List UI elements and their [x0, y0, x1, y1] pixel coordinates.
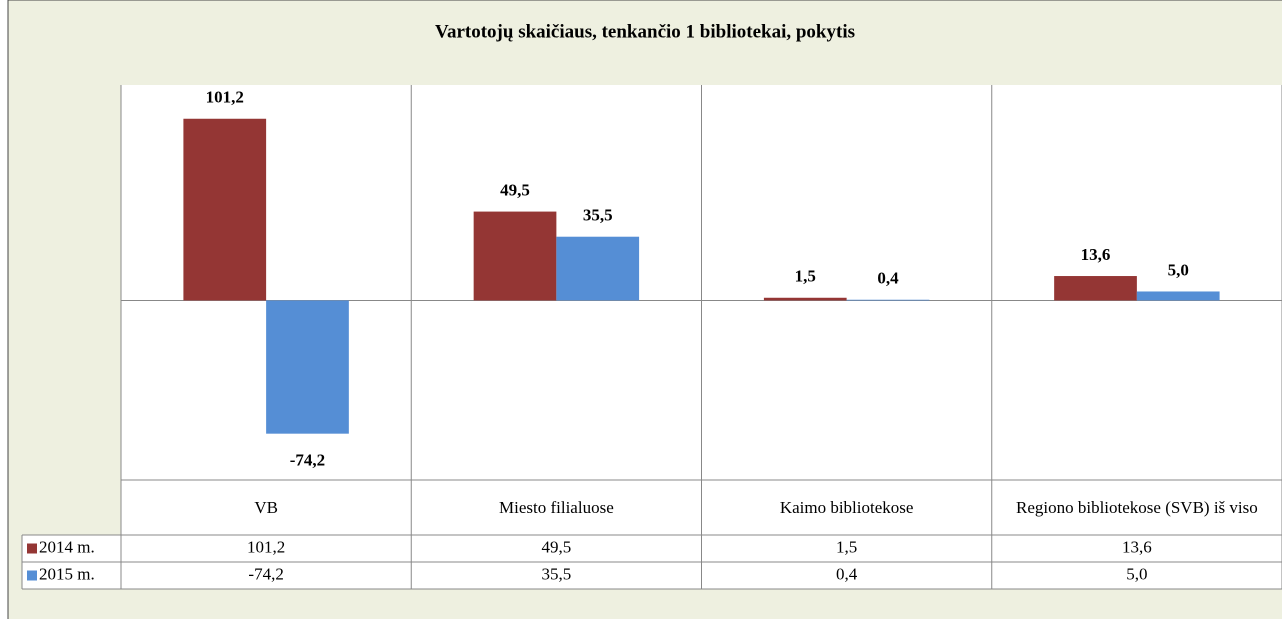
table-cell: 35,5 — [542, 564, 572, 583]
table-cell: -74,2 — [248, 564, 283, 583]
category-label-box: Regiono bibliotekose (SVB) iš viso — [1015, 497, 1258, 517]
x-tick-label: Kaimo bibliotekose — [779, 497, 914, 517]
legend-swatch — [27, 543, 37, 554]
bar — [1136, 291, 1220, 301]
table-cell: 101,2 — [247, 537, 285, 556]
bar — [473, 211, 557, 301]
data-label: -74,2 — [290, 451, 325, 470]
bar — [763, 297, 847, 301]
x-tick-label: VB — [254, 497, 278, 517]
table-cell: 1,5 — [836, 537, 857, 556]
table-cell: 13,6 — [1122, 537, 1152, 556]
x-tick-label: Regiono bibliotekose (SVB) iš viso — [1015, 497, 1258, 517]
x-tick-label: Miesto filialuose — [499, 497, 614, 517]
bar — [266, 300, 349, 434]
data-label: 49,5 — [500, 180, 530, 199]
table-cell: 0,4 — [836, 564, 858, 583]
data-label: 101,2 — [206, 88, 244, 107]
bar — [556, 236, 640, 301]
category-label-box: VB — [254, 497, 278, 517]
table-cell: 49,5 — [542, 537, 572, 556]
bar — [846, 299, 930, 301]
data-label: 13,6 — [1081, 245, 1111, 264]
legend-label: 2014 m. — [39, 537, 95, 556]
data-label: 0,4 — [877, 269, 899, 288]
legend-label: 2015 m. — [39, 564, 95, 583]
bar — [1054, 276, 1137, 301]
bar — [183, 118, 267, 301]
category-label-box: Miesto filialuose — [499, 497, 614, 517]
category-label-box: Kaimo bibliotekose — [779, 497, 914, 517]
data-label: 1,5 — [795, 267, 816, 286]
legend-swatch — [27, 570, 37, 581]
data-label: 5,0 — [1168, 260, 1189, 279]
chart-title: Vartotojų skaičiaus, tenkančio 1 bibliot… — [435, 21, 855, 42]
table-cell: 5,0 — [1126, 564, 1147, 583]
data-label: 35,5 — [583, 206, 613, 225]
